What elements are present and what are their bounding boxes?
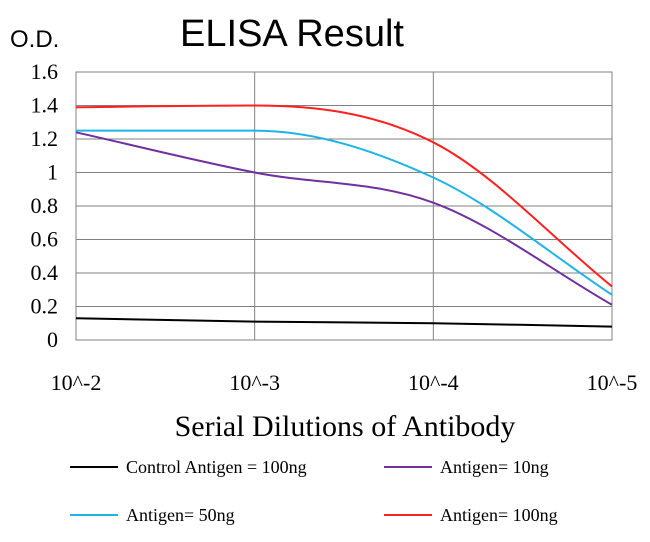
x-axis-label: Serial Dilutions of Antibody: [175, 410, 516, 443]
x-tick-label: 10^-5: [587, 370, 638, 395]
series-line: [75, 104, 613, 288]
series-line: [75, 131, 613, 306]
y-tick-label: 1.4: [31, 93, 59, 118]
y-tick-label: 0.2: [31, 294, 59, 319]
y-tick-label: 0.6: [31, 227, 59, 252]
x-tick-label: 10^-4: [408, 370, 459, 395]
series-line: [75, 317, 613, 328]
legend-label: Antigen= 50ng: [126, 505, 235, 525]
x-tick-label: 10^-3: [229, 370, 280, 395]
legend: Control Antigen = 100ng Antigen= 10ng Anti…: [70, 457, 558, 525]
y-tick-label: 0: [47, 327, 58, 352]
y-tick-labels: 0 0.2 0.4 0.6 0.8 1 1.2 1.4 1.6: [31, 59, 59, 352]
y-tick-label: 0.4: [31, 260, 59, 285]
legend-label: Control Antigen = 100ng: [126, 457, 307, 477]
chart-title: ELISA Result: [180, 13, 404, 55]
x-tick-labels: 10^-2 10^-3 10^-4 10^-5: [51, 370, 638, 395]
series-lines: [75, 104, 613, 328]
y-axis-label: O.D.: [10, 26, 59, 53]
series-line: [76, 129, 613, 296]
y-tick-label: 1.6: [31, 59, 59, 84]
legend-label: Antigen= 10ng: [440, 457, 549, 477]
plot-area: [75, 71, 613, 341]
x-tick-label: 10^-2: [51, 370, 102, 395]
legend-label: Antigen= 100ng: [440, 505, 558, 525]
y-tick-label: 1.2: [31, 126, 59, 151]
y-tick-label: 0.8: [31, 193, 59, 218]
y-tick-label: 1: [47, 160, 58, 185]
